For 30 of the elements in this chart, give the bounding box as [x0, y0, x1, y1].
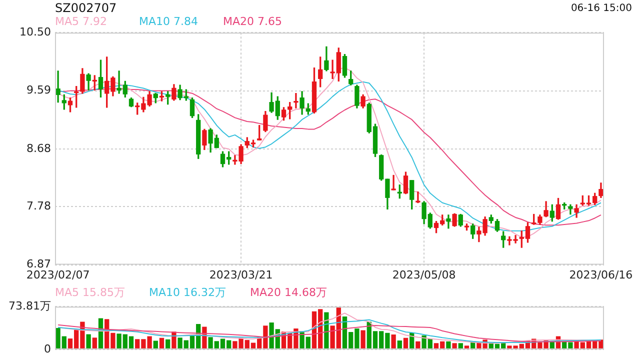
bar	[452, 343, 457, 350]
bar	[416, 341, 420, 350]
text: MA5 7.92	[55, 15, 108, 28]
y-tick-label: 7.78	[26, 199, 51, 212]
text: MA20 7.65	[223, 15, 283, 28]
text: 06-16 15:00	[570, 3, 632, 14]
y-tick-label: 8.68	[26, 142, 51, 155]
y-tick-label: 6.87	[26, 258, 51, 271]
bar	[92, 338, 97, 350]
bar	[391, 334, 396, 350]
x-tick-label: 2023/05/08	[392, 268, 456, 282]
bar	[86, 334, 91, 350]
bar	[159, 338, 164, 350]
bar	[360, 330, 366, 350]
y-tick-label: 0	[44, 342, 51, 356]
x-tick-label: 2023/03/21	[209, 268, 273, 282]
text: MA20 14.68万	[250, 285, 328, 300]
y-tick-label: 73.81万	[8, 299, 51, 312]
y-tick-label: 10.50	[20, 25, 51, 38]
bar	[446, 341, 451, 350]
text: MA10 16.32万	[149, 285, 226, 300]
text: MA5 15.85万	[55, 285, 126, 300]
bar	[403, 338, 408, 350]
chart-title: SZ002707	[55, 1, 117, 15]
y-tick-label: 9.59	[26, 84, 51, 97]
x-tick-label: 2023/02/07	[26, 268, 90, 282]
bar	[324, 312, 329, 350]
text: MA10 7.84	[139, 15, 199, 28]
bar	[202, 326, 207, 350]
x-tick-label: 2023/06/16	[569, 268, 633, 282]
